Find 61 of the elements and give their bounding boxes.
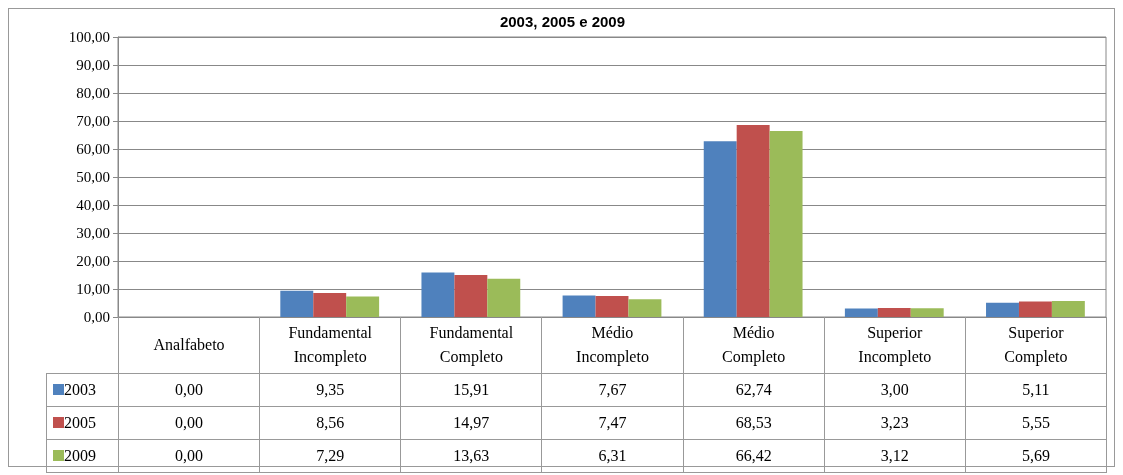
y-tick-label: 50,00 xyxy=(76,169,110,185)
data-label: 6,31 xyxy=(541,439,684,472)
chart-title: 2003, 2005 e 2009 xyxy=(499,13,626,30)
data-label: 5,11 xyxy=(965,373,1107,406)
data-label: 14,97 xyxy=(400,406,542,439)
bar xyxy=(703,141,737,317)
data-label: 8,56 xyxy=(259,406,401,439)
x-tick-label: Fundamental Incompleto xyxy=(287,322,373,368)
bar xyxy=(421,272,455,317)
legend-label: 2005 xyxy=(64,413,96,431)
bar xyxy=(736,125,770,317)
y-tick-label: 10,00 xyxy=(76,281,110,297)
legend-label: 2003 xyxy=(64,380,96,398)
data-label: 13,63 xyxy=(400,439,542,472)
x-tick-label: Superior Completo xyxy=(1003,322,1069,368)
bar xyxy=(562,295,596,317)
y-tick-label: 100,00 xyxy=(68,29,110,45)
bar xyxy=(595,296,629,317)
data-label: 7,29 xyxy=(259,439,401,472)
data-label: 3,23 xyxy=(824,406,966,439)
bar xyxy=(844,308,878,317)
bar xyxy=(877,307,911,317)
y-tick-label: 20,00 xyxy=(76,253,110,269)
data-label: 5,69 xyxy=(965,439,1107,472)
data-label: 0,00 xyxy=(118,439,260,472)
bar xyxy=(454,275,488,317)
data-label: 3,12 xyxy=(824,439,966,472)
bar xyxy=(280,290,314,317)
data-label: 62,74 xyxy=(683,373,825,406)
y-tick-label: 80,00 xyxy=(76,85,110,101)
data-label: 68,53 xyxy=(683,406,825,439)
x-tick-label: Fundamental Completo xyxy=(428,322,515,368)
data-label: 7,67 xyxy=(541,373,684,406)
bar xyxy=(910,308,944,317)
bar xyxy=(346,296,380,317)
data-label: 9,35 xyxy=(259,373,401,406)
bar xyxy=(769,131,803,317)
bar xyxy=(1018,301,1052,317)
y-tick-label: 60,00 xyxy=(76,141,110,157)
y-tick-label: 0,00 xyxy=(83,309,110,325)
x-tick-label: Superior Incompleto xyxy=(857,322,933,368)
data-label: 3,00 xyxy=(824,373,966,406)
data-label: 0,00 xyxy=(118,406,260,439)
bar xyxy=(487,278,521,317)
y-tick-label: 30,00 xyxy=(76,225,110,241)
y-tick-label: 40,00 xyxy=(76,197,110,213)
bar xyxy=(986,302,1019,317)
legend-label: 2009 xyxy=(64,446,96,464)
y-tick-label: 70,00 xyxy=(76,113,110,129)
data-label: 5,55 xyxy=(965,406,1107,439)
x-tick-label: Analfabeto xyxy=(152,334,226,355)
x-tick-label: Médio Completo xyxy=(721,322,787,368)
bar xyxy=(1051,301,1085,317)
data-label: 0,00 xyxy=(118,373,260,406)
data-label: 66,42 xyxy=(683,439,825,472)
x-tick-label: Médio Incompleto xyxy=(575,322,650,368)
data-label: 15,91 xyxy=(400,373,542,406)
bar xyxy=(313,293,347,317)
data-label: 7,47 xyxy=(541,406,684,439)
y-tick-label: 90,00 xyxy=(76,57,110,73)
bar xyxy=(628,299,662,317)
